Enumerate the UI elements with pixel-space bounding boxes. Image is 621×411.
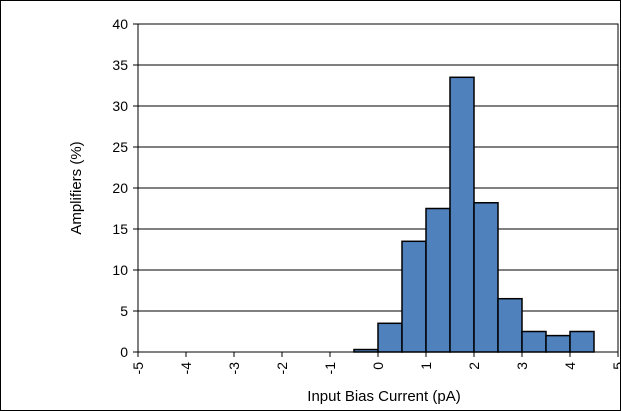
- x-tick-label: -4: [178, 362, 194, 375]
- x-tick-label: -3: [226, 362, 242, 375]
- bars: [353, 76, 595, 353]
- histogram-bar: [521, 330, 547, 353]
- x-tick-label: 5: [610, 362, 620, 370]
- histogram-bar: [545, 334, 571, 353]
- x-tick-label: 1: [418, 362, 434, 370]
- y-axis-title: Amplifiers (%): [68, 141, 85, 234]
- x-tick-label: -2: [274, 362, 290, 375]
- histogram-bar: [449, 76, 475, 353]
- x-tick-label: 2: [466, 362, 482, 370]
- y-tick-label: 15: [112, 221, 128, 237]
- histogram-bar: [473, 202, 499, 353]
- x-tick-label: 3: [514, 362, 530, 370]
- y-tick-label: 0: [120, 344, 128, 360]
- histogram-bar: [377, 322, 403, 353]
- y-tick-label: 40: [112, 16, 128, 32]
- histogram-bar: [401, 240, 427, 353]
- y-tick-label: 5: [120, 303, 128, 319]
- x-axis-title: Input Bias Current (pA): [307, 388, 460, 405]
- y-tick-label: 35: [112, 57, 128, 73]
- y-tick-label: 30: [112, 98, 128, 114]
- gridlines: [138, 64, 618, 312]
- x-tick-label: -5: [130, 362, 146, 375]
- histogram-bar: [425, 207, 451, 353]
- x-axis-ticks: -5 -4 -3 -2 -1 0 1 2 3 4 5: [130, 352, 620, 374]
- histogram-bar: [569, 330, 595, 353]
- y-axis-ticks: 0 5 10 15 20 25 30 35 40: [112, 16, 138, 360]
- y-tick-label: 10: [112, 262, 128, 278]
- y-tick-label: 25: [112, 139, 128, 155]
- y-tick-label: 20: [112, 180, 128, 196]
- x-tick-label: -1: [322, 362, 338, 375]
- histogram-bar: [497, 297, 523, 353]
- x-tick-label: 4: [562, 362, 578, 370]
- x-tick-label: 0: [370, 362, 386, 370]
